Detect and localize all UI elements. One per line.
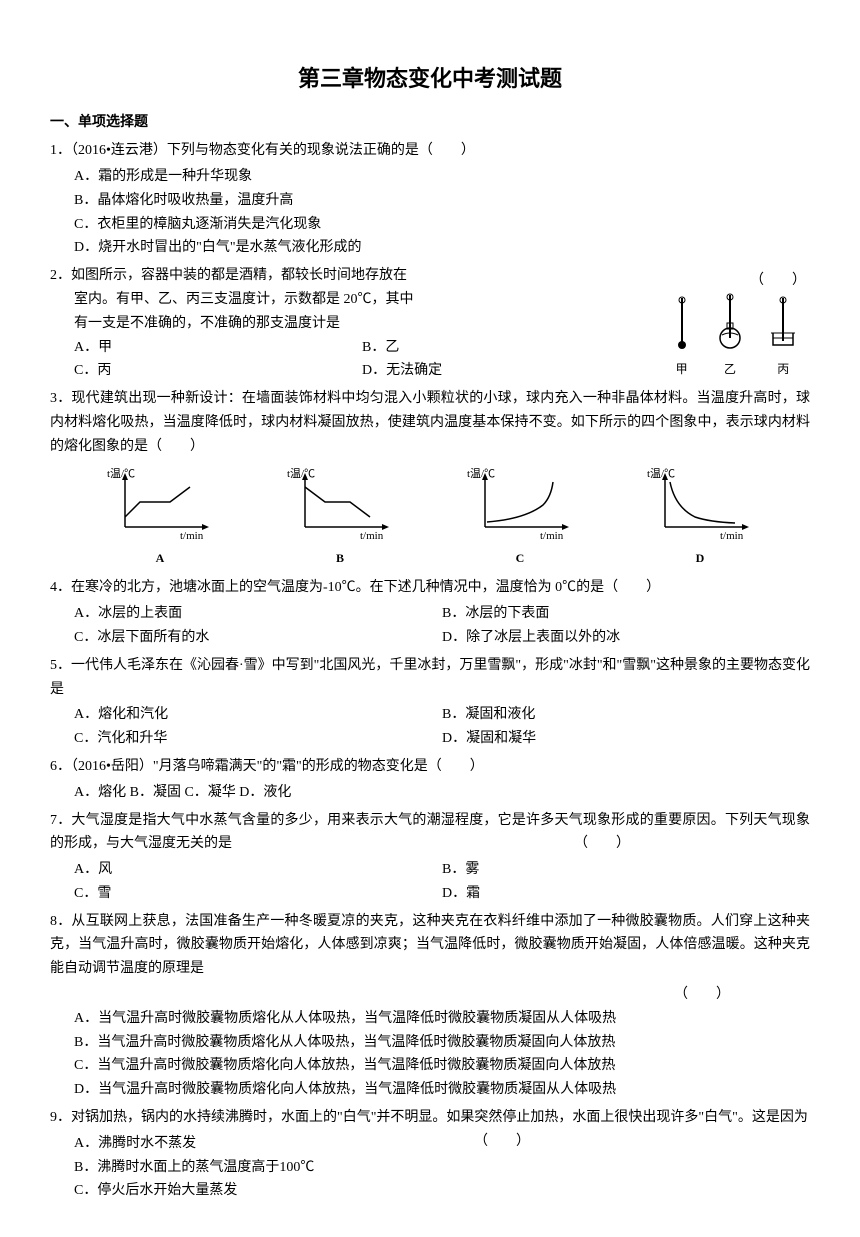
question-4: 4．在寒冷的北方，池塘冰面上的空气温度为-10℃。在下述几种情况中，温度恰为 0… — [50, 576, 810, 649]
q6-options: A．熔化 B．凝固 C．凝华 D．液化 — [50, 781, 810, 805]
q8-text: 8．从互联网上获息，法国准备生产一种冬暖夏凉的夹克，这种夹克在衣料纤维中添加了一… — [50, 910, 810, 981]
q8-option-d: D．当气温升高时微胶囊物质熔化向人体放热，当气温降低时微胶囊物质凝固从人体吸热 — [50, 1078, 810, 1102]
question-8: 8．从互联网上获息，法国准备生产一种冬暖夏凉的夹克，这种夹克在衣料纤维中添加了一… — [50, 910, 810, 1102]
q7-option-a: A．风 — [74, 858, 442, 882]
q5-option-c: C．汽化和升华 — [74, 727, 442, 751]
q1-option-c: C．衣柜里的樟脑丸逐渐消失是汽化现象 — [50, 213, 810, 237]
question-6: 6．（2016•岳阳）"月落乌啼霜满天"的"霜"的形成的物态变化是（ ） A．熔… — [50, 755, 810, 805]
q2-option-c: C．丙 — [74, 359, 362, 383]
q8-option-a: A．当气温升高时微胶囊物质熔化从人体吸热，当气温降低时微胶囊物质凝固从人体吸热 — [50, 1007, 810, 1031]
svg-text:t温/℃: t温/℃ — [107, 467, 135, 480]
q7-option-c: C．雪 — [74, 882, 442, 906]
q1-option-a: A．霜的形成是一种升华现象 — [50, 165, 810, 189]
svg-text:t温/℃: t温/℃ — [287, 467, 315, 480]
section-header: 一、单项选择题 — [50, 111, 810, 135]
q5-option-d: D．凝固和凝华 — [442, 727, 810, 751]
q2-line2: 室内。有甲、乙、丙三支温度计，示数都是 20℃，其中 — [50, 288, 650, 312]
svg-text:t温/℃: t温/℃ — [647, 467, 675, 480]
q8-option-c: C．当气温升高时微胶囊物质熔化向人体放热，当气温降低时微胶囊物质凝固向人体放热 — [50, 1054, 810, 1078]
thermometer-jia: 甲 — [672, 293, 692, 380]
q5-option-b: B．凝固和液化 — [442, 703, 810, 727]
q1-option-b: B．晶体熔化时吸收热量，温度升高 — [50, 189, 810, 213]
q4-option-d: D．除了冰层上表面以外的冰 — [442, 626, 810, 650]
question-5: 5．一代伟人毛泽东在《沁园春·雪》中写到"北国风光，千里冰封，万里雪飘"，形成"… — [50, 654, 810, 751]
svg-text:t/min: t/min — [360, 530, 384, 542]
q4-option-c: C．冰层下面所有的水 — [74, 626, 442, 650]
graph-b: t温/℃ t/min B — [285, 467, 395, 569]
thermometer-bing: 丙 — [768, 293, 798, 380]
thermometer-diagram: （ ） 甲 — [660, 269, 810, 380]
q7-text: 7．大气湿度是指大气中水蒸气含量的多少，用来表示大气的潮湿程度，它是许多天气现象… — [50, 809, 810, 857]
question-3: 3．现代建筑出现一种新设计：在墙面装饰材料中均匀混入小颗粒状的小球，球内充入一种… — [50, 387, 810, 568]
q7-option-b: B．雾 — [442, 858, 810, 882]
q9-option-c: C．停火后水开始大量蒸发 — [50, 1179, 810, 1203]
q9-text: 9．对锅加热，锅内的水持续沸腾时，水面上的"白气"并不明显。如果突然停止加热，水… — [50, 1106, 810, 1130]
q2-option-d: D．无法确定 — [362, 359, 650, 383]
q2-option-b: B．乙 — [362, 336, 650, 360]
question-1: 1．（2016•连云港）下列与物态变化有关的现象说法正确的是（ ） A．霜的形成… — [50, 139, 810, 260]
q2-line3: 有一支是不准确的，不准确的那支温度计是 — [50, 312, 650, 336]
q5-option-a: A．熔化和汽化 — [74, 703, 442, 727]
graph-d: t温/℃ t/min D — [645, 467, 755, 569]
q5-text: 5．一代伟人毛泽东在《沁园春·雪》中写到"北国风光，千里冰封，万里雪飘"，形成"… — [50, 654, 810, 702]
thermometer-yi: 乙 — [715, 293, 745, 380]
q2-blank: （ ） — [660, 269, 810, 293]
q7-option-d: D．霜 — [442, 882, 810, 906]
svg-text:t/min: t/min — [720, 530, 744, 542]
page-title: 第三章物态变化中考测试题 — [50, 60, 810, 97]
q1-text: 1．（2016•连云港）下列与物态变化有关的现象说法正确的是（ ） — [50, 139, 810, 163]
q3-graphs: t温/℃ t/min A t温/℃ t/min B — [50, 467, 810, 569]
question-7: 7．大气湿度是指大气中水蒸气含量的多少，用来表示大气的潮湿程度，它是许多天气现象… — [50, 809, 810, 906]
svg-text:t温/℃: t温/℃ — [467, 467, 495, 480]
q4-option-a: A．冰层的上表面 — [74, 602, 442, 626]
question-9: 9．对锅加热，锅内的水持续沸腾时，水面上的"白气"并不明显。如果突然停止加热，水… — [50, 1106, 810, 1203]
q6-text: 6．（2016•岳阳）"月落乌啼霜满天"的"霜"的形成的物态变化是（ ） — [50, 755, 810, 779]
q2-line1: 2．如图所示，容器中装的都是酒精，都较长时间地存放在 — [50, 264, 650, 288]
graph-a: t温/℃ t/min A — [105, 467, 215, 569]
q8-option-b: B．当气温升高时微胶囊物质熔化从人体吸热，当气温降低时微胶囊物质凝固向人体放热 — [50, 1031, 810, 1055]
q9-option-b: B．沸腾时水面上的蒸气温度高于100℃ — [50, 1156, 810, 1180]
q4-option-b: B．冰层的下表面 — [442, 602, 810, 626]
q4-text: 4．在寒冷的北方，池塘冰面上的空气温度为-10℃。在下述几种情况中，温度恰为 0… — [50, 576, 810, 600]
svg-text:t/min: t/min — [180, 530, 204, 542]
svg-text:t/min: t/min — [540, 530, 564, 542]
q3-text: 3．现代建筑出现一种新设计：在墙面装饰材料中均匀混入小颗粒状的小球，球内充入一种… — [50, 387, 810, 458]
graph-c: t温/℃ t/min C — [465, 467, 575, 569]
q2-option-a: A．甲 — [74, 336, 362, 360]
q8-blank: （ ） — [50, 983, 810, 1007]
q1-option-d: D．烧开水时冒出的"白气"是水蒸气液化形成的 — [50, 236, 810, 260]
question-2: 2．如图所示，容器中装的都是酒精，都较长时间地存放在 室内。有甲、乙、丙三支温度… — [50, 264, 810, 383]
